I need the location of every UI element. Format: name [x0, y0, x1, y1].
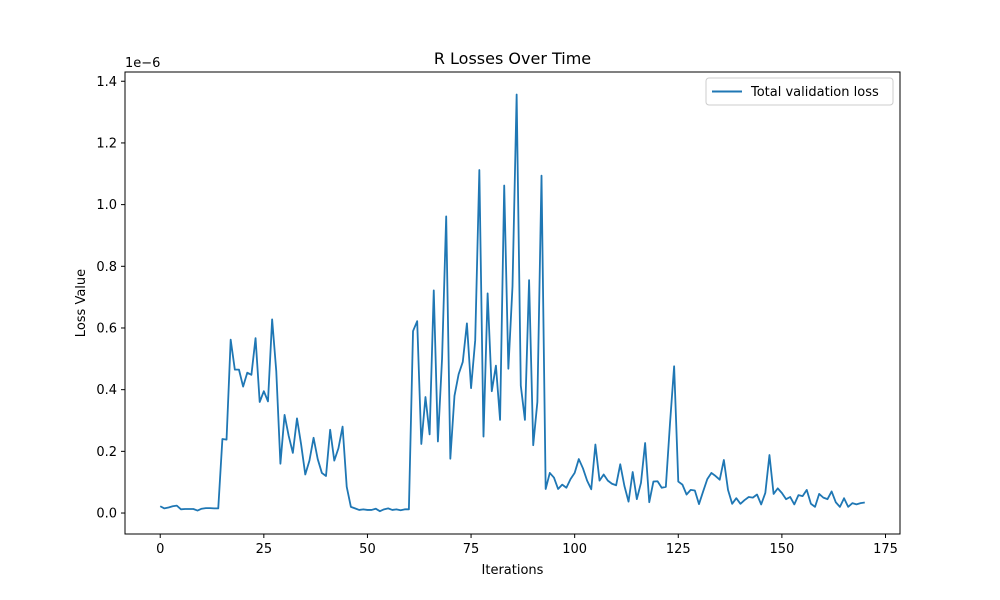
y-tick-label: 0.4: [96, 383, 117, 398]
y-tick-label: 1.2: [96, 136, 117, 151]
chart-title: R Losses Over Time: [434, 49, 591, 68]
y-tick-label: 1.4: [96, 75, 117, 90]
legend-box: [705, 77, 894, 106]
x-tick-label: 0: [156, 542, 164, 557]
legend: Total validation loss: [705, 77, 894, 106]
x-tick-label: 25: [256, 542, 273, 557]
x-tick-label: 100: [562, 542, 587, 557]
plot-area: [159, 93, 865, 513]
x-tick-label: 125: [666, 542, 691, 557]
y-tick-label: 0.8: [96, 260, 117, 275]
y-offset-label: 1e−6: [125, 56, 160, 71]
x-tick-label: 75: [463, 542, 480, 557]
x-axis: 0 25 50 75 100 125 150 175: [156, 534, 898, 557]
x-axis-label: Iterations: [482, 563, 544, 578]
y-axis-label: Loss Value: [74, 269, 89, 337]
y-tick-label: 0.6: [96, 321, 117, 336]
series-line-0: [159, 93, 865, 513]
y-tick-label: 0.0: [96, 507, 117, 522]
x-tick-label: 175: [873, 542, 898, 557]
x-tick-label: 50: [359, 542, 376, 557]
x-tick-label: 150: [769, 542, 794, 557]
y-axis: 0.0 0.2 0.4 0.6 0.8 1.0 1.2 1.4: [96, 75, 125, 522]
y-tick-label: 1.0: [96, 198, 117, 213]
axes-frame: [124, 71, 901, 535]
y-tick-label: 0.2: [96, 445, 117, 460]
legend-label: Total validation loss: [750, 85, 879, 100]
